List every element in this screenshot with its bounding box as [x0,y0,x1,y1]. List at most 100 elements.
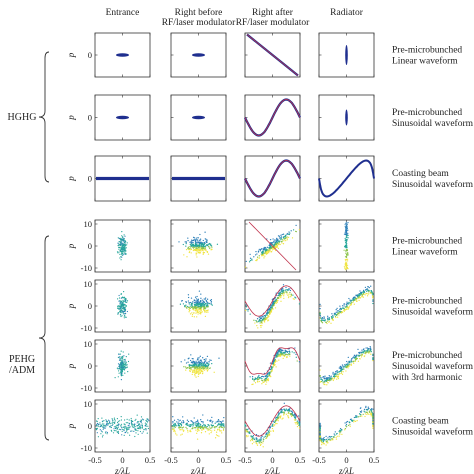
scatter-point [103,426,105,428]
scatter-point [207,246,210,248]
scatter-point [194,249,196,251]
scatter-point [191,365,193,367]
scatter-point [216,434,219,437]
row-label-7: Coasting beam [392,417,449,427]
scatter-point [255,437,257,439]
scatter-point [127,371,129,373]
scatter-point [348,362,350,364]
row-label-2: Sinusoidal waveform [392,118,474,129]
scatter-point [282,243,285,245]
scatter-point [364,349,366,352]
scatter-point [348,301,350,304]
scatter-point [346,244,348,246]
scatter-point [257,320,259,323]
scatter-point [295,421,298,424]
scatter-point [339,428,342,430]
scatter-point [266,435,268,438]
scatter-point [255,434,258,436]
scatter-point [298,420,301,423]
scatter-point [196,238,198,241]
scatter-point [123,234,125,236]
scatter-point [319,313,321,315]
scatter-point [319,303,321,306]
row-label-4: Pre-microbunched [392,237,462,247]
scatter-point [334,372,336,374]
scatter-point [340,371,343,373]
scatter-point [202,306,204,308]
scatter-point [200,310,202,312]
scatter-point [371,297,374,299]
scatter-point [124,247,126,249]
scatter-point [176,421,178,423]
scatter-point [264,375,266,377]
scatter-point [126,242,128,244]
scatter-point [348,421,350,423]
scatter-point [262,251,265,253]
scatter-point [203,304,205,306]
scatter-point [285,409,287,411]
scatter-point [126,310,128,313]
scatter-point [260,441,263,444]
row-label-5: Sinusoidal waveform [392,307,474,318]
scatter-point [353,419,355,421]
scatter-point [110,425,112,427]
scatter-point [192,307,195,309]
scatter-point [180,425,183,427]
scatter-point [215,421,217,423]
scatter-point [191,305,193,307]
scatter-point [360,351,362,353]
scatter-point [215,434,218,436]
scatter-point [370,414,373,416]
scatter-point [200,250,202,252]
scatter-point [223,426,225,429]
x-axis-label: z/λL [190,466,206,474]
scatter-point [211,427,213,429]
scatter-point [207,306,209,308]
scatter-point [116,367,118,369]
scatter-point [274,421,276,423]
scatter-point [344,268,346,270]
scatter-point [335,311,337,313]
scatter-point [146,418,148,420]
scatter-point [263,248,265,251]
scatter-point [337,373,339,376]
scatter-point [261,375,264,378]
scatter-point [329,378,331,380]
scatter-point [106,424,108,426]
scatter-point [283,291,285,294]
scatter-point [118,244,120,246]
scatter-point [370,408,372,411]
scatter-point [351,301,353,304]
scatter-point [125,250,127,252]
scatter-point [120,360,122,362]
scatter-point [319,381,322,383]
scatter-point [360,294,362,296]
scatter-point [353,416,356,419]
scatter-point [287,296,290,299]
scatter-point [350,359,353,361]
scatter-point [122,244,124,246]
scatter-point [298,303,301,305]
scatter-point [261,383,263,385]
scatter-point [345,421,348,423]
scatter-point [126,429,128,431]
scatter-point [372,358,374,360]
scatter-point [104,425,106,427]
scatter-point [147,427,149,430]
scatter-point [259,322,261,324]
scatter-point [334,315,337,318]
scatter-point [288,409,290,411]
scatter-point [138,423,140,425]
scatter-point [146,420,148,422]
scatter-point [102,428,104,430]
modulation-curve [248,221,297,271]
scatter-point [121,244,123,246]
scatter-point [124,235,126,237]
scatter-point [205,238,207,240]
scatter-point [285,234,287,236]
scatter-point [195,312,197,314]
scatter-point [294,296,296,298]
scatter-point [205,368,207,371]
scatter-point [284,350,287,352]
scatter-point [121,240,123,242]
